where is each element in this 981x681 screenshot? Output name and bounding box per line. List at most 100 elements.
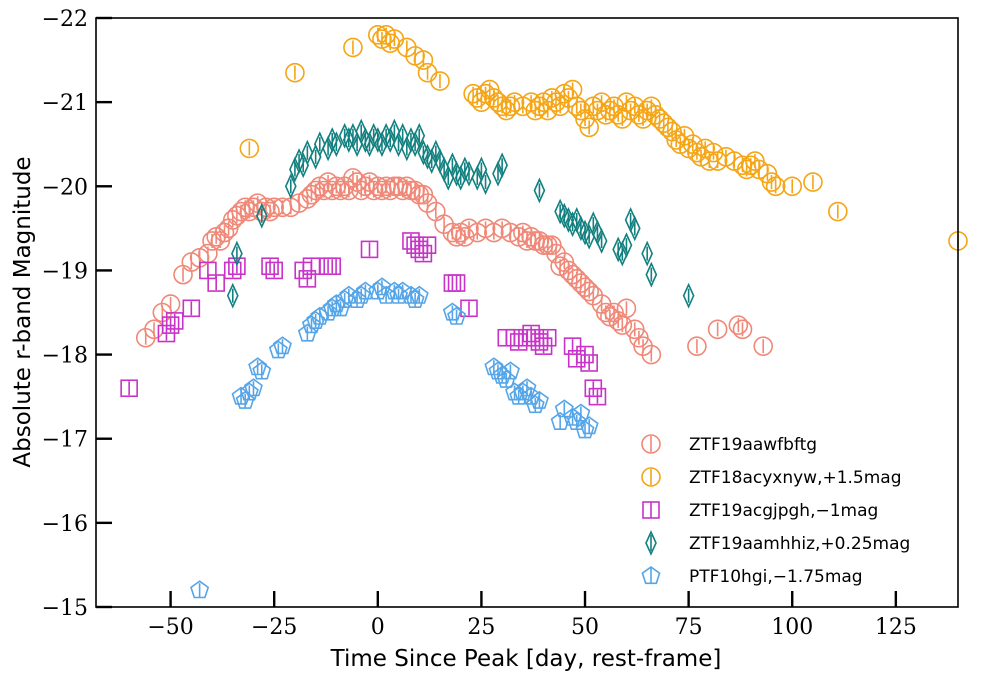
- data-point: [323, 257, 342, 276]
- data-point: [447, 306, 467, 325]
- data-point: [430, 71, 450, 91]
- y-tick-label: −16: [42, 512, 88, 537]
- x-tick-label: 25: [467, 615, 495, 640]
- data-point: [285, 62, 305, 83]
- x-tick-label: 50: [571, 615, 599, 640]
- data-point: [447, 274, 466, 292]
- data-point: [306, 310, 326, 330]
- data-point: [298, 270, 317, 288]
- y-tick-label: −15: [42, 596, 88, 621]
- y-tick-label: −21: [42, 91, 88, 116]
- data-point: [409, 285, 429, 304]
- data-point: [360, 240, 379, 259]
- data-point: [471, 164, 484, 191]
- data-point: [616, 298, 637, 319]
- data-point: [579, 117, 599, 138]
- data-point: [405, 289, 425, 309]
- data-point: [728, 315, 749, 335]
- data-point: [509, 386, 529, 405]
- data-point: [310, 306, 330, 325]
- data-point: [265, 261, 284, 280]
- data-point: [322, 298, 342, 317]
- x-tick-label: 75: [675, 615, 703, 640]
- data-point: [255, 202, 268, 229]
- data-point: [318, 302, 338, 321]
- data-point: [595, 228, 608, 254]
- data-point: [500, 96, 521, 117]
- legend-label: PTF10hgi,−1.75mag: [689, 567, 863, 587]
- series-ZTF19aawfbftg: [135, 168, 774, 365]
- data-point: [533, 177, 546, 204]
- data-point: [575, 420, 595, 439]
- data-point: [463, 160, 475, 187]
- data-point: [326, 294, 346, 313]
- x-tick-label: 125: [875, 615, 917, 640]
- series-PTF10hgi: [190, 277, 599, 599]
- data-point: [707, 319, 728, 340]
- data-point: [223, 261, 242, 280]
- data-layer: [120, 25, 968, 599]
- data-point: [413, 122, 426, 149]
- data-point: [579, 281, 599, 302]
- data-point: [384, 281, 404, 300]
- data-point: [284, 173, 297, 200]
- data-point: [616, 240, 629, 267]
- data-point: [331, 298, 351, 317]
- data-point: [500, 361, 520, 380]
- x-axis-title: Time Since Peak [day, rest-frame]: [330, 646, 722, 672]
- data-point: [753, 336, 774, 356]
- data-point: [226, 282, 239, 309]
- data-point: [550, 411, 570, 431]
- data-point: [384, 127, 397, 153]
- data-point: [413, 50, 434, 70]
- data-point: [297, 323, 317, 342]
- data-point: [687, 336, 707, 356]
- data-point: [645, 261, 658, 288]
- data-point: [301, 315, 322, 334]
- data-point: [248, 357, 268, 376]
- data-point: [347, 289, 367, 309]
- data-point: [372, 277, 392, 296]
- data-point: [492, 160, 504, 187]
- legend-label: ZTF19aamhhiz,+0.25mag: [689, 534, 910, 554]
- legend-label: ZTF19aawfbftg: [689, 435, 817, 455]
- data-point: [190, 580, 210, 599]
- legend-item: PTF10hgi,−1.75mag: [641, 566, 863, 587]
- y-tick-label: −20: [42, 175, 88, 200]
- data-point: [261, 257, 279, 276]
- data-point: [401, 285, 421, 304]
- data-point: [525, 395, 545, 414]
- legend-marker: [645, 530, 657, 556]
- data-point: [313, 131, 326, 158]
- data-point: [376, 285, 396, 304]
- legend: ZTF19aawfbftg ZTF18acyxnyw,+1.5mag ZTF19ac…: [641, 434, 910, 587]
- data-point: [343, 37, 363, 58]
- legend-marker: [641, 566, 661, 585]
- data-point: [392, 131, 405, 158]
- data-point: [243, 378, 263, 397]
- series-ZTF19acgjpgh: [120, 232, 607, 406]
- data-point: [425, 148, 438, 174]
- legend-label: ZTF18acyxnyw,+1.5mag: [689, 468, 902, 488]
- data-point: [330, 131, 343, 158]
- x-tick-label: 100: [771, 615, 813, 640]
- data-point: [239, 382, 259, 401]
- y-axis-title: Absolute r-band Magnitude: [10, 156, 36, 467]
- y-tick-label: −19: [42, 259, 88, 284]
- legend-item: ZTF19aamhhiz,+0.25mag: [645, 530, 910, 556]
- data-point: [517, 378, 537, 397]
- data-point: [641, 344, 662, 365]
- legend-item: ZTF19aawfbftg: [641, 434, 817, 455]
- data-point: [538, 328, 557, 347]
- data-point: [803, 172, 823, 192]
- data-point: [389, 285, 409, 304]
- x-tick-label: −25: [251, 615, 297, 640]
- data-point: [351, 285, 371, 304]
- data-point: [641, 240, 654, 267]
- legend-marker: [642, 501, 660, 519]
- data-point: [418, 236, 437, 254]
- data-point: [732, 319, 753, 340]
- data-point: [628, 215, 641, 242]
- data-point: [252, 361, 272, 380]
